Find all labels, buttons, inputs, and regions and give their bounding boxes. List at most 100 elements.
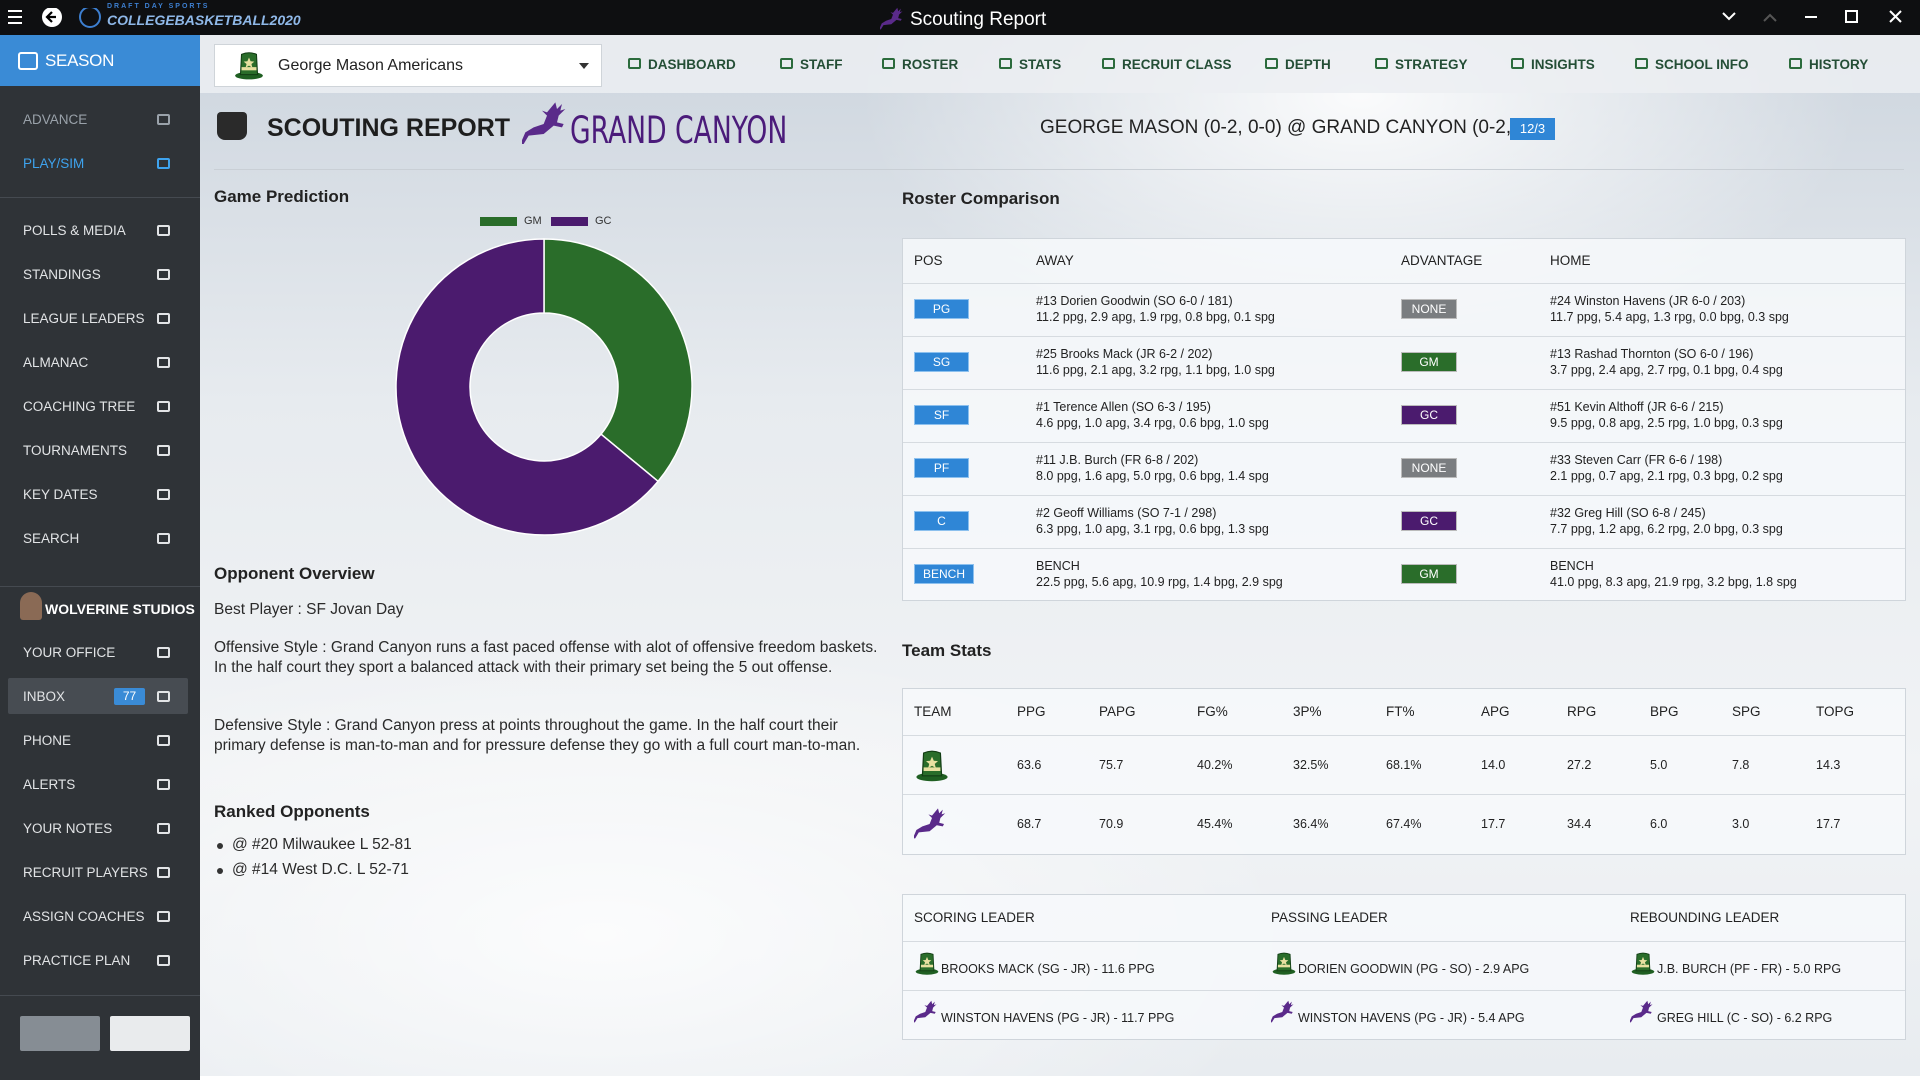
nav-tab[interactable]: INSIGHTS: [1531, 57, 1595, 72]
nav-tab[interactable]: STAFF: [800, 57, 843, 72]
menu-item[interactable]: RECRUIT PLAYERS: [23, 865, 148, 880]
menu-item[interactable]: ASSIGN COACHES: [23, 909, 145, 924]
column-header: 3P%: [1293, 704, 1322, 719]
team-logo-part: [1629, 1000, 1653, 1023]
nav-tab[interactable]: RECRUIT CLASS: [1122, 57, 1232, 72]
menu-item[interactable]: SEARCH: [23, 531, 80, 546]
menu-item[interactable]: STANDINGS: [23, 267, 101, 282]
row-divider: [903, 941, 1905, 942]
position-badge: PF: [914, 458, 969, 478]
menu-item[interactable]: PRACTICE PLAN: [23, 953, 131, 968]
separator: [0, 586, 200, 587]
binoculars: [217, 112, 247, 140]
position-badge: PG: [914, 299, 969, 319]
legend-label: GC: [595, 215, 612, 227]
home-stats: 9.5 ppg, 0.8 apg, 2.5 rpg, 1.0 bpg, 0.3 …: [1550, 416, 1783, 430]
stat-cell: 3.0: [1732, 817, 1750, 831]
stat-cell: 70.9: [1099, 817, 1124, 831]
away-stats: 4.6 ppg, 1.0 apg, 3.4 rpg, 0.6 bpg, 1.0 …: [1036, 416, 1269, 430]
position-badge: BENCH: [914, 564, 974, 584]
menu-item[interactable]: LEAGUE LEADERS: [23, 311, 145, 326]
row-divider: [903, 442, 1905, 443]
section-icon: [18, 52, 38, 70]
logo-graphic: [1272, 952, 1296, 975]
home-player: #13 Rashad Thornton (SO 6-0 / 196): [1550, 347, 1754, 361]
menu-item[interactable]: TOURNAMENTS: [23, 443, 128, 458]
advantage-badge: GM: [1401, 352, 1457, 372]
dropdown-arrow: [579, 63, 589, 69]
opponent-logo: [520, 99, 572, 154]
advantage-badge: GC: [1401, 405, 1457, 425]
menu-item[interactable]: ADVANCE: [23, 112, 88, 127]
inbox-badge[interactable]: 77: [114, 688, 145, 705]
divider: [214, 169, 1904, 170]
position-badge: SF: [914, 405, 969, 425]
legend-swatch: [551, 217, 588, 226]
away-stats: 6.3 ppg, 1.0 apg, 3.1 rpg, 0.6 bpg, 1.3 …: [1036, 522, 1269, 536]
menu-item[interactable]: YOUR NOTES: [23, 821, 113, 836]
menu-icon: [157, 269, 170, 280]
team-select[interactable]: George Mason Americans: [214, 44, 602, 87]
nav-tab[interactable]: HISTORY: [1809, 57, 1869, 72]
menu-item[interactable]: PLAY/SIM: [23, 156, 85, 171]
menu-item[interactable]: COACHING TREE: [23, 399, 136, 414]
logo-graphic: [879, 7, 903, 30]
window-controls: [8, 8, 1902, 28]
nav-tab[interactable]: STATS: [1019, 57, 1062, 72]
menu-item[interactable]: INBOX: [23, 689, 66, 704]
team-logo-part: [1279, 956, 1289, 966]
stat-cell: 68.7: [1017, 817, 1042, 831]
home-stats: 41.0 ppg, 8.3 apg, 21.9 rpg, 3.2 bpg, 1.…: [1550, 575, 1797, 589]
advantage-badge: GM: [1401, 564, 1457, 584]
window-controls-part: [1889, 10, 1902, 23]
section-title: Opponent Overview: [214, 564, 375, 583]
main-panel: George Mason Americans DASHBOARD STAFF ROST…: [200, 35, 1920, 1080]
menu-icon: [157, 691, 170, 702]
window-controls-part: [45, 11, 56, 23]
profile-button[interactable]: [20, 1016, 100, 1051]
away-player: #1 Terence Allen (SO 6-3 / 195): [1036, 400, 1211, 414]
team-logo-part: [1636, 964, 1650, 968]
tab-icon: [882, 58, 895, 69]
team-logo-part: [922, 956, 932, 966]
column-header: PPG: [1017, 704, 1046, 719]
menu-icon: [157, 445, 170, 456]
row-divider: [903, 495, 1905, 496]
nav-tab[interactable]: SCHOOL INFO: [1655, 57, 1749, 72]
donut-chart: [395, 238, 693, 536]
menu-item[interactable]: KEY DATES: [23, 487, 98, 502]
nav-tab[interactable]: DEPTH: [1285, 57, 1331, 72]
window-controls-part: [8, 10, 22, 24]
column-header: ADVANTAGE: [1401, 253, 1483, 268]
team-logo-part: [913, 1000, 937, 1023]
nav-tab[interactable]: ROSTER: [902, 57, 959, 72]
away-player: #13 Dorien Goodwin (SO 6-0 / 181): [1036, 294, 1233, 308]
stat-cell: 40.2%: [1197, 758, 1233, 772]
menu-item[interactable]: ALMANAC: [23, 355, 89, 370]
menu-item[interactable]: PHONE: [23, 733, 72, 748]
row-divider: [903, 990, 1905, 991]
menu-item[interactable]: ALERTS: [23, 777, 76, 792]
away-player: #25 Brooks Mack (JR 6-2 / 202): [1036, 347, 1213, 361]
stat-cell: 14.0: [1481, 758, 1506, 772]
away-stats: 11.6 ppg, 2.1 apg, 3.2 rpg, 1.1 bpg, 1.0…: [1036, 363, 1275, 377]
logo-graphic: [235, 52, 263, 80]
position-badge: C: [914, 511, 969, 531]
nav-tab[interactable]: STRATEGY: [1395, 57, 1468, 72]
team-logo: [912, 806, 950, 847]
menu-item[interactable]: POLLS & MEDIA: [23, 223, 126, 238]
nav-tab[interactable]: DASHBOARD: [648, 57, 736, 72]
menu-icon: [157, 158, 170, 169]
stat-cell: 14.3: [1816, 758, 1841, 772]
team-logo-part: [1270, 1000, 1294, 1023]
legend-swatch: [480, 217, 517, 226]
logo-small: DRAFT DAY SPORTS: [107, 3, 210, 10]
advantage-badge: GC: [1401, 511, 1457, 531]
settings-button[interactable]: [110, 1016, 190, 1051]
row-divider: [903, 283, 1905, 284]
title-icon: [879, 6, 906, 37]
team-logo: [914, 950, 940, 981]
row-divider: [903, 389, 1905, 390]
menu-item[interactable]: YOUR OFFICE: [23, 645, 116, 660]
section-title: Game Prediction: [214, 187, 350, 206]
